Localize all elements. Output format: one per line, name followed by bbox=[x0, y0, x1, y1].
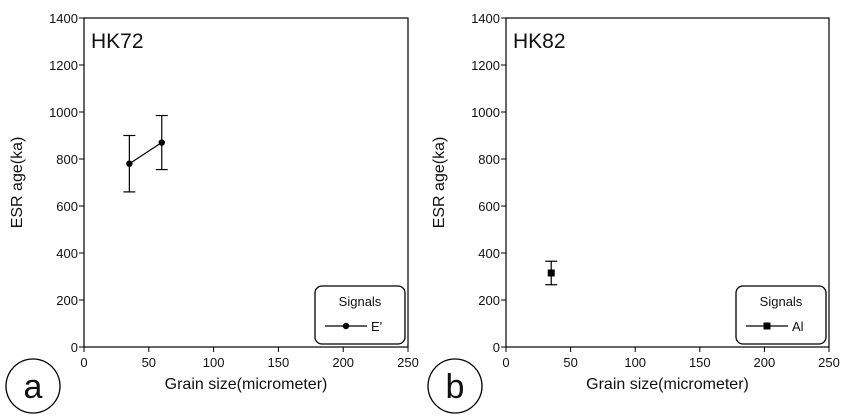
chart-panel-b: 0 200 400 600 800 1000 1200 1400 0 50 100 150 200 250… bbox=[427, 11, 840, 414]
x-axis-title: Grain size(micrometer) bbox=[586, 376, 749, 393]
y-tick-label: 1200 bbox=[471, 58, 500, 73]
legend-entry-label: E' bbox=[371, 319, 382, 334]
legend-entry-label: Al bbox=[792, 319, 804, 334]
data-point bbox=[126, 160, 133, 167]
legend: Signals E' bbox=[314, 285, 406, 345]
x-axis-title: Grain size(micrometer) bbox=[165, 376, 328, 393]
data-point bbox=[158, 139, 165, 146]
y-tick-label: 600 bbox=[56, 199, 78, 214]
chart-panel-a: 0 200 400 600 800 1000 1200 1400 0 50 100 150 200 250… bbox=[5, 11, 419, 414]
y-tick-label: 800 bbox=[478, 152, 500, 167]
panel-letter-badge: b bbox=[427, 358, 483, 414]
legend: Signals Al bbox=[735, 285, 827, 345]
y-axis-title: ESR age(ka) bbox=[431, 137, 448, 229]
y-tick-label: 600 bbox=[478, 199, 500, 214]
plot-frame bbox=[505, 17, 830, 348]
panel-title: HK72 bbox=[91, 30, 144, 53]
y-tick-label: 1400 bbox=[471, 11, 500, 26]
y-tick-label: 400 bbox=[56, 246, 78, 261]
y-tick-label: 1000 bbox=[471, 105, 500, 120]
x-tick-label: 100 bbox=[624, 355, 646, 370]
x-tick-label: 50 bbox=[563, 355, 577, 370]
y-tick-label: 1200 bbox=[49, 58, 78, 73]
x-tick-label: 250 bbox=[397, 355, 419, 370]
panel-title: HK82 bbox=[513, 30, 566, 53]
legend-title: Signals bbox=[760, 294, 803, 309]
badge-circle bbox=[427, 358, 483, 414]
y-tick-label: 1000 bbox=[49, 105, 78, 120]
y-tick-label: 200 bbox=[478, 293, 500, 308]
x-tick-label: 150 bbox=[689, 355, 711, 370]
x-tick-label: 200 bbox=[754, 355, 776, 370]
y-tick-label: 200 bbox=[56, 293, 78, 308]
panel-letter: b bbox=[446, 368, 465, 406]
y-tick-label: 1400 bbox=[49, 11, 78, 26]
data-point bbox=[547, 269, 555, 277]
y-tick-label: 0 bbox=[71, 340, 78, 355]
plot-frame bbox=[83, 17, 409, 348]
x-tick-label: 100 bbox=[203, 355, 225, 370]
y-tick-label: 400 bbox=[478, 246, 500, 261]
legend-box bbox=[314, 285, 406, 345]
legend-swatch-marker bbox=[342, 322, 350, 330]
badge-circle bbox=[5, 358, 61, 414]
y-axis-title: ESR age(ka) bbox=[9, 137, 26, 229]
x-tick-label: 0 bbox=[80, 355, 87, 370]
y-tick-label: 0 bbox=[493, 340, 500, 355]
y-tick-label: 800 bbox=[56, 152, 78, 167]
x-tick-label: 0 bbox=[502, 355, 509, 370]
series-line bbox=[129, 142, 163, 165]
panel-letter: a bbox=[24, 368, 43, 406]
legend-title: Signals bbox=[339, 294, 382, 309]
x-tick-label: 200 bbox=[332, 355, 354, 370]
series-0 bbox=[123, 114, 168, 193]
x-tick-label: 250 bbox=[818, 355, 840, 370]
legend-swatch-marker bbox=[763, 322, 771, 330]
panel-letter-badge: a bbox=[5, 358, 61, 414]
x-tick-label: 150 bbox=[268, 355, 290, 370]
x-tick-label: 50 bbox=[142, 355, 156, 370]
series-0 bbox=[545, 260, 558, 286]
legend-box bbox=[735, 285, 827, 345]
